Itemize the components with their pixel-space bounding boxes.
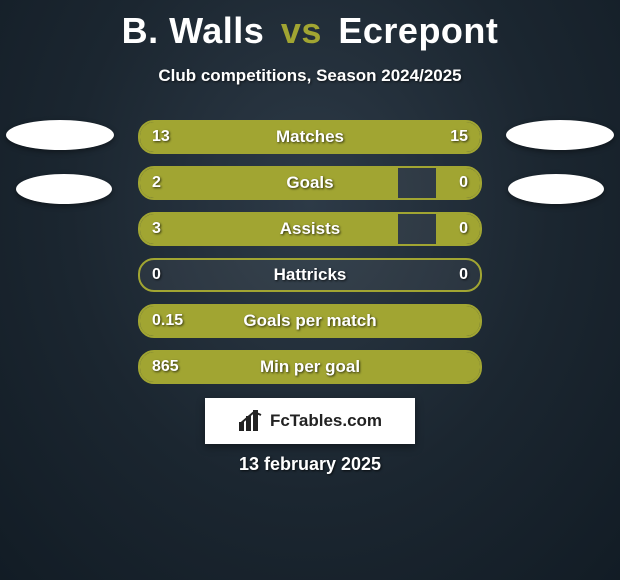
stat-row: 0Hattricks0 bbox=[138, 258, 482, 292]
comparison-title: B. Walls vs Ecrepont bbox=[0, 0, 620, 52]
stat-label: Goals per match bbox=[140, 306, 480, 336]
logo-text: FcTables.com bbox=[270, 411, 382, 431]
player-left-avatar-icon bbox=[16, 174, 112, 204]
stat-right-value: 0 bbox=[459, 260, 468, 290]
player-left-flag-icon bbox=[6, 120, 114, 150]
bars-icon bbox=[238, 410, 264, 432]
stat-row: 3Assists0 bbox=[138, 212, 482, 246]
stat-row: 0.15Goals per match bbox=[138, 304, 482, 338]
stat-row: 13Matches15 bbox=[138, 120, 482, 154]
stat-label: Hattricks bbox=[140, 260, 480, 290]
stat-row: 2Goals0 bbox=[138, 166, 482, 200]
stat-row: 865Min per goal bbox=[138, 350, 482, 384]
vs-label: vs bbox=[281, 10, 322, 51]
competition-subtitle: Club competitions, Season 2024/2025 bbox=[0, 66, 620, 86]
stat-right-value: 15 bbox=[450, 122, 468, 152]
fctables-logo[interactable]: FcTables.com bbox=[205, 398, 415, 444]
stat-label: Min per goal bbox=[140, 352, 480, 382]
stat-label: Assists bbox=[140, 214, 480, 244]
stat-right-value: 0 bbox=[459, 214, 468, 244]
player-left-name: B. Walls bbox=[122, 10, 265, 51]
player-right-flag-icon bbox=[506, 120, 614, 150]
player-right-name: Ecrepont bbox=[338, 10, 498, 51]
player-right-avatar-icon bbox=[508, 174, 604, 204]
snapshot-date: 13 february 2025 bbox=[0, 454, 620, 475]
stat-label: Matches bbox=[140, 122, 480, 152]
stat-label: Goals bbox=[140, 168, 480, 198]
stat-right-value: 0 bbox=[459, 168, 468, 198]
stat-bars-container: 13Matches152Goals03Assists00Hattricks00.… bbox=[138, 120, 482, 396]
